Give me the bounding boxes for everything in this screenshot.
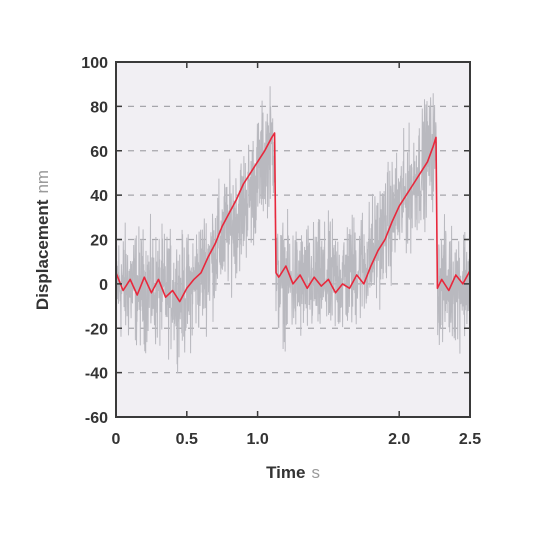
y-tick-label: 20 [90, 233, 108, 250]
y-tick-label: 40 [90, 188, 108, 205]
y-tick-label: 60 [90, 144, 108, 161]
x-tick-label: 0 [112, 431, 121, 448]
y-tick-label: -60 [85, 410, 108, 427]
y-tick-label: 80 [90, 99, 108, 116]
raw-series [115, 86, 471, 374]
raw-trace-line [115, 86, 471, 374]
y-tick-label: 0 [99, 277, 108, 294]
x-tick-label: 2.5 [459, 431, 481, 448]
x-tick-label: 1.0 [246, 431, 268, 448]
smoothed-series [115, 132, 471, 303]
y-ticks: -60 -40 -20 0 20 40 60 80 100 [81, 55, 470, 427]
x-tick-label: 0.5 [176, 431, 198, 448]
y-tick-label: -20 [85, 321, 108, 338]
y-tick-label: -40 [85, 366, 108, 383]
y-tick-label: 100 [81, 55, 108, 72]
x-axis-title: Time s [266, 463, 320, 482]
x-ticks: 0 0.5 1.0 2.0 2.5 [112, 62, 481, 448]
y-axis-title: Displacementnm [33, 170, 52, 310]
x-tick-label: 2.0 [388, 431, 410, 448]
smoothed-trace-line [115, 132, 471, 303]
